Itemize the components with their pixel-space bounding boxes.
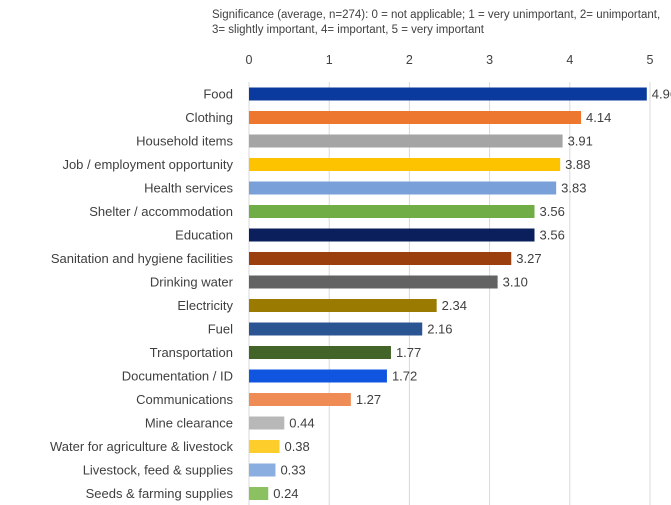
data-label: 3.56 xyxy=(540,204,565,219)
chart-title: Significance (average, n=274): 0 = not a… xyxy=(212,9,661,36)
data-label: 2.34 xyxy=(442,298,467,313)
data-label: 1.27 xyxy=(356,392,381,407)
data-label: 4.14 xyxy=(586,110,611,125)
data-label: 0.38 xyxy=(284,439,309,454)
category-label: Sanitation and hygiene facilities xyxy=(51,251,234,266)
data-label: 3.10 xyxy=(503,275,528,290)
x-tick-label: 5 xyxy=(647,53,654,67)
data-label: 0.33 xyxy=(280,463,305,478)
category-label: Drinking water xyxy=(150,275,234,290)
x-tick-label: 4 xyxy=(566,53,573,67)
bar xyxy=(249,181,557,195)
category-label: Documentation / ID xyxy=(122,369,233,384)
category-label: Job / employment opportunity xyxy=(62,157,233,172)
x-tick-label: 2 xyxy=(406,53,413,67)
bar xyxy=(249,440,280,453)
category-label: Mine clearance xyxy=(145,416,233,431)
data-label: 3.56 xyxy=(540,228,565,243)
bar xyxy=(249,369,387,383)
x-tick-label: 1 xyxy=(326,53,333,67)
data-label: 2.16 xyxy=(427,322,452,337)
category-label: Livestock, feed & supplies xyxy=(83,463,234,478)
category-label: Education xyxy=(175,228,233,243)
category-label: Health services xyxy=(144,181,233,196)
bar xyxy=(249,322,423,336)
x-tick-label: 3 xyxy=(486,53,493,67)
category-label: Clothing xyxy=(185,110,233,125)
data-label: 3.91 xyxy=(568,134,593,149)
bar xyxy=(249,346,391,359)
data-label: 3.27 xyxy=(516,251,541,266)
category-label: Household items xyxy=(136,134,233,149)
bar xyxy=(249,228,535,242)
bar xyxy=(249,134,563,148)
category-label: Food xyxy=(203,87,233,102)
bar xyxy=(249,87,647,101)
bar xyxy=(249,158,561,171)
category-label: Water for agriculture & livestock xyxy=(50,439,234,454)
category-label: Fuel xyxy=(208,322,233,337)
category-label: Shelter / accommodation xyxy=(89,204,233,219)
bar xyxy=(249,252,512,265)
category-label: Seeds & farming supplies xyxy=(86,486,234,501)
bar xyxy=(249,205,535,218)
bar xyxy=(249,393,351,406)
bar xyxy=(249,299,437,312)
bar xyxy=(249,487,269,500)
category-label: Communications xyxy=(136,392,233,407)
data-label: 0.24 xyxy=(273,486,298,501)
data-label: 1.77 xyxy=(396,345,421,360)
bar xyxy=(249,416,285,430)
bar xyxy=(249,463,276,477)
data-label: 3.88 xyxy=(565,157,590,172)
data-label: 1.72 xyxy=(392,369,417,384)
bar xyxy=(249,111,582,124)
category-label: Transportation xyxy=(150,345,233,360)
bar xyxy=(249,275,498,289)
category-label: Electricity xyxy=(177,298,233,313)
data-label: 4.96 xyxy=(652,87,671,102)
x-tick-label: 0 xyxy=(246,53,253,67)
data-label: 3.83 xyxy=(561,181,586,196)
data-label: 0.44 xyxy=(289,416,314,431)
